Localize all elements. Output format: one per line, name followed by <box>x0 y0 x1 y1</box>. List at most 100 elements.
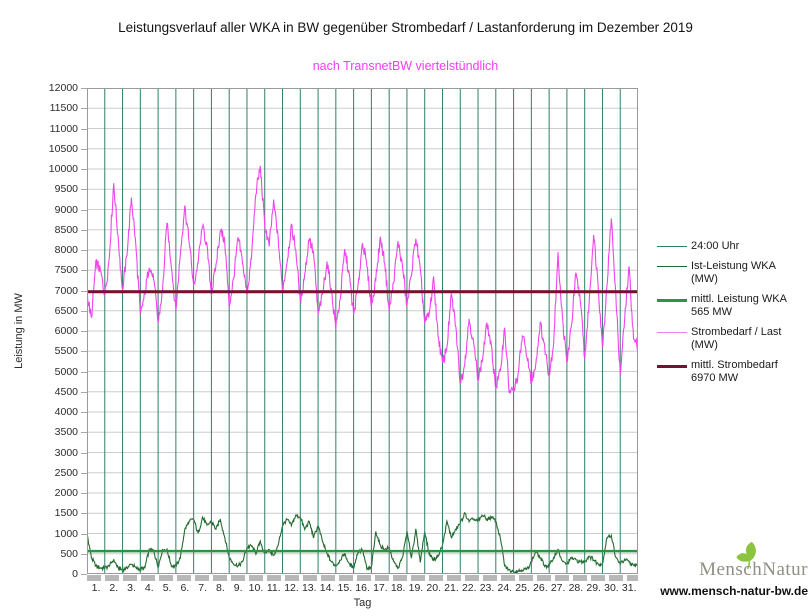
y-tick-mark <box>81 553 87 555</box>
x-tick-label: 5. <box>162 582 172 594</box>
x-tick-label: 10. <box>248 582 264 594</box>
brand-url: www.mensch-natur-bw.de <box>660 584 808 598</box>
y-tick-label: 3000 <box>54 446 78 459</box>
y-tick-mark <box>81 88 87 89</box>
x-tick-label: 23. <box>479 582 495 594</box>
brand-logo-text: MenschNatur <box>658 559 808 581</box>
y-tick-mark <box>81 128 87 130</box>
y-tick-mark <box>81 290 87 292</box>
x-tick-label: 31. <box>621 582 637 594</box>
y-tick-label: 7000 <box>54 284 78 297</box>
demand-line <box>87 165 638 395</box>
y-tick-label: 2000 <box>54 487 78 499</box>
x-tick-label: 29. <box>586 582 601 594</box>
y-tick-mark <box>81 209 87 211</box>
x-tick-label: 17. <box>373 582 388 594</box>
y-tick-mark <box>81 371 87 373</box>
y-tick-mark <box>81 472 87 474</box>
legend-item: Ist-Leistung WKA (MW) <box>657 260 809 287</box>
y-tick-mark <box>81 310 87 312</box>
legend-swatch-line <box>657 298 687 302</box>
chart-subtitle: nach TransnetBW viertelstündlich <box>312 59 499 73</box>
x-axis-tick-strip <box>87 575 638 581</box>
chart-title: Leistungsverlauf aller WKA in BW gegenüb… <box>118 20 693 35</box>
x-tick-label: 26. <box>533 582 548 594</box>
y-tick-mark <box>81 432 87 434</box>
y-tick-label: 7500 <box>54 264 78 277</box>
y-tick-mark <box>81 189 87 191</box>
x-tick-label: 15. <box>337 582 353 594</box>
plot-area <box>87 88 638 574</box>
x-tick-label: 18. <box>390 582 406 594</box>
x-tick-label: 6. <box>180 582 190 594</box>
y-tick-label: 1500 <box>54 507 78 520</box>
y-tick-label: 8500 <box>54 223 78 236</box>
x-tick-label: 3. <box>127 582 136 594</box>
y-tick-label: 0 <box>72 568 78 580</box>
legend-swatch-line <box>657 331 687 333</box>
x-tick-label: 16. <box>355 582 370 594</box>
x-axis-label: Tag <box>353 597 372 609</box>
y-tick-label: 4000 <box>54 406 78 418</box>
legend-label: mittl. Leistung WKA 565 MW <box>691 292 787 319</box>
x-tick-label: 9. <box>233 582 243 594</box>
x-tick-label: 7. <box>198 582 208 594</box>
legend-label: Ist-Leistung WKA (MW) <box>691 259 776 286</box>
y-tick-label: 2500 <box>54 466 78 479</box>
legend-swatch-line <box>657 364 687 368</box>
y-tick-mark <box>81 391 87 393</box>
y-tick-label: 9500 <box>54 183 78 196</box>
x-tick-label: 22. <box>461 582 477 594</box>
legend-item: mittl. Leistung WKA 565 MW <box>657 293 809 320</box>
y-tick-mark <box>81 513 87 515</box>
y-tick-mark <box>81 533 87 535</box>
y-tick-mark <box>81 250 87 251</box>
y-tick-mark <box>81 270 87 272</box>
y-tick-mark <box>81 331 87 332</box>
x-tick-label: 20. <box>426 582 441 594</box>
x-tick-label: 30. <box>604 582 619 594</box>
y-tick-label: 10500 <box>48 142 78 155</box>
legend-item: mittl. Strombedarf 6970 MW <box>657 359 809 386</box>
x-tick-label: 1. <box>91 582 101 594</box>
x-tick-label: 13. <box>301 582 317 594</box>
y-tick-mark <box>81 574 87 575</box>
x-tick-label: 28. <box>568 582 584 594</box>
y-tick-label: 10000 <box>48 163 78 175</box>
legend-swatch-line <box>657 265 687 267</box>
y-tick-label: 5500 <box>54 345 78 358</box>
y-tick-label: 6500 <box>54 304 78 317</box>
legend-label: mittl. Strombedarf 6970 MW <box>691 358 778 385</box>
y-tick-mark <box>81 351 87 353</box>
ginkgo-leaf-icon <box>731 540 765 575</box>
legend-swatch-line <box>657 246 687 247</box>
x-tick-label: 25. <box>515 582 530 594</box>
y-tick-label: 12000 <box>48 82 78 94</box>
y-tick-mark <box>81 229 87 231</box>
y-tick-label: 3500 <box>54 426 78 439</box>
legend-item: Strombedarf / Last (MW) <box>657 326 809 353</box>
y-tick-mark <box>81 412 87 413</box>
y-tick-mark <box>81 108 87 110</box>
y-tick-label: 8000 <box>54 244 78 256</box>
y-tick-mark <box>81 148 87 150</box>
x-tick-label: 21. <box>444 582 459 594</box>
x-tick-label: 11. <box>266 582 281 594</box>
x-tick-label: 24. <box>497 582 513 594</box>
brand-mensch: Mensch <box>699 559 763 580</box>
y-tick-label: 4500 <box>54 385 78 398</box>
x-tick-label: 4. <box>144 582 154 594</box>
legend-label: Strombedarf / Last (MW) <box>691 325 782 352</box>
brand-natur: Natur <box>762 559 808 580</box>
legend: 24:00 Uhr Ist-Leistung WKA (MW) mittl. Leis… <box>657 240 809 392</box>
x-tick-label: 12. <box>284 582 299 594</box>
x-tick-label: 14. <box>319 582 335 594</box>
y-tick-mark <box>81 452 87 454</box>
y-tick-label: 500 <box>60 547 78 560</box>
y-tick-mark <box>81 169 87 170</box>
legend-label: 24:00 Uhr <box>691 240 740 252</box>
y-tick-label: 6000 <box>54 325 78 337</box>
x-tick-label: 27. <box>550 582 566 594</box>
y-tick-label: 5000 <box>54 365 78 378</box>
